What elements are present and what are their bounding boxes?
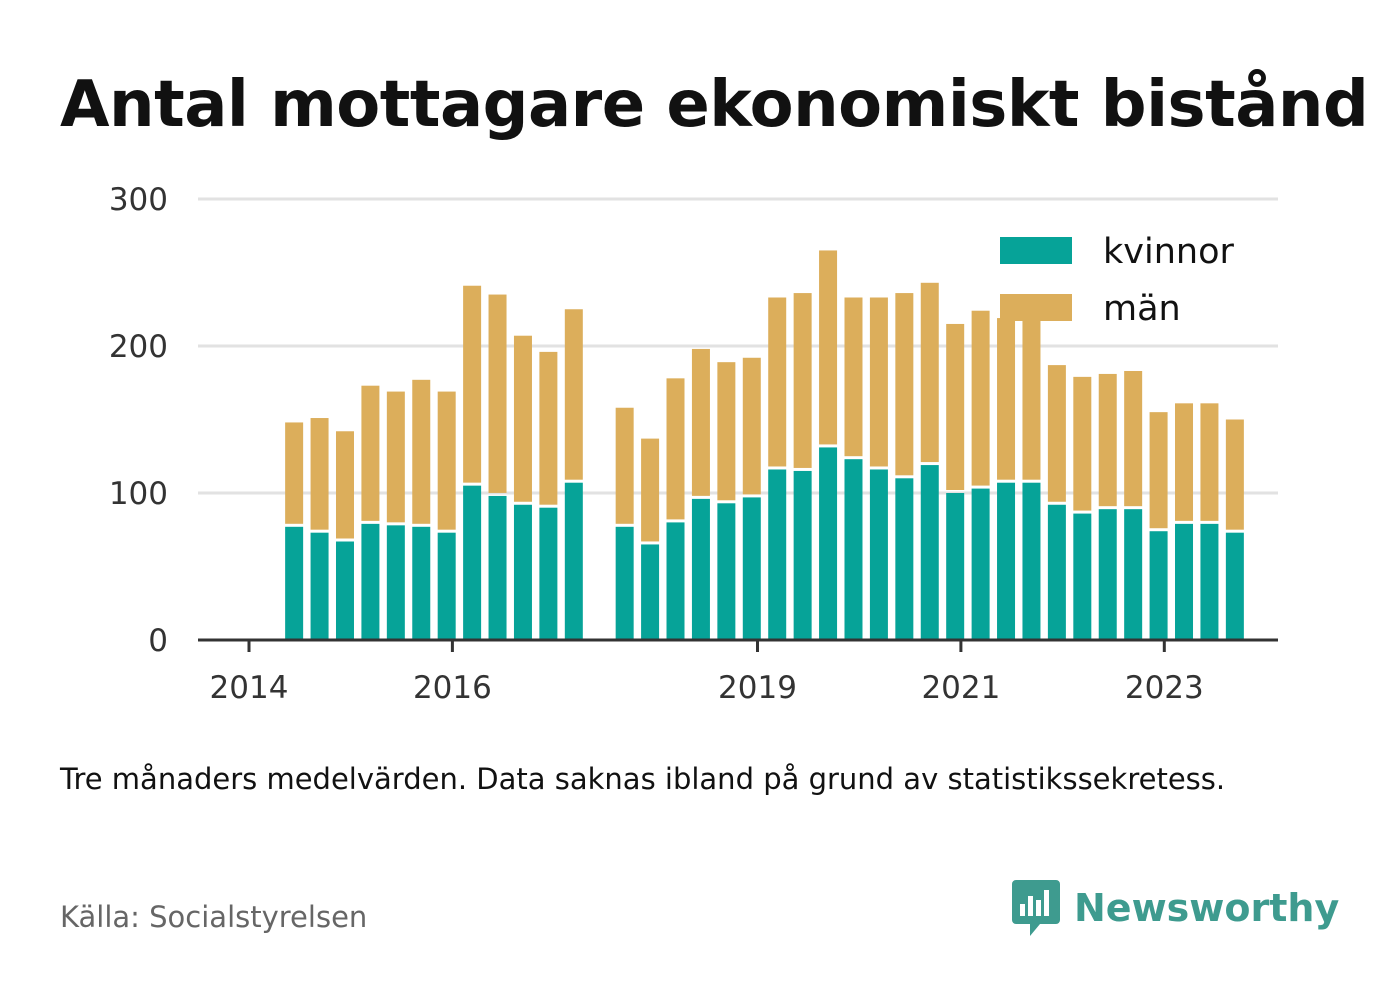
legend: kvinnor män [1000,232,1234,329]
legend-swatch-man [1000,294,1072,321]
bar-kvinnor-2015-Q1 [361,523,380,640]
bar-man-2016-Q1 [463,285,482,483]
bar-kvinnor-2022-Q4 [1149,531,1168,640]
chart-title: Antal mottagare ekonomiskt bistånd [60,68,1369,142]
bar-man-2021-Q1 [971,310,990,486]
bar-man-2021-Q4 [1047,365,1066,502]
bar-man-2018-Q2 [691,348,710,496]
bar-kvinnor-2021-Q1 [971,488,990,640]
bar-kvinnor-2020-Q2 [895,478,914,640]
bars [285,250,1244,640]
bar-kvinnor-2014-Q4 [335,541,354,640]
newsworthy-logo-icon [1012,880,1060,936]
bar-kvinnor-2017-Q1 [564,482,583,640]
bar-kvinnor-2018-Q1 [666,522,685,640]
bar-kvinnor-2018-Q4 [742,497,761,640]
bar-man-2021-Q2 [997,318,1016,480]
legend-label-kvinnor: kvinnor [1103,232,1234,272]
x-tick-labels: 2014 2016 2019 2021 2023 [210,640,1204,706]
legend-label-man: män [1103,289,1181,329]
bar-man-2017-Q4 [641,438,660,542]
bar-kvinnor-2016-Q2 [488,495,507,640]
bar-man-2016-Q4 [539,351,558,505]
bar-kvinnor-2015-Q2 [386,525,405,640]
brand-logo[interactable]: Newsworthy [1010,878,1339,938]
bar-man-2020-Q4 [946,323,965,490]
bar-kvinnor-2016-Q4 [539,507,558,640]
bar-kvinnor-2020-Q3 [920,465,939,640]
bar-kvinnor-2014-Q2 [285,526,304,640]
bar-man-2018-Q4 [742,357,761,495]
y-tick-label: 300 [109,182,168,218]
bar-kvinnor-2021-Q3 [1022,482,1041,640]
bar-man-2022-Q1 [1073,376,1092,511]
bar-man-2017-Q3 [615,407,634,524]
bar-man-2019-Q3 [819,250,838,445]
bar-kvinnor-2019-Q4 [844,459,863,640]
bar-kvinnor-2016-Q1 [463,485,482,640]
source-text: Källa: Socialstyrelsen [60,900,368,934]
bar-kvinnor-2016-Q3 [513,504,532,640]
bar-kvinnor-2019-Q3 [819,447,838,640]
bar-man-2019-Q1 [768,297,787,467]
bar-kvinnor-2019-Q2 [793,470,812,640]
bar-kvinnor-2015-Q4 [437,532,456,640]
x-tick-label: 2016 [413,670,492,706]
bar-man-2014-Q3 [310,418,329,530]
bar-kvinnor-2019-Q1 [768,469,787,640]
bar-man-2020-Q2 [895,293,914,476]
x-tick-label: 2021 [921,670,1000,706]
x-tick-label: 2019 [718,670,797,706]
bar-man-2020-Q1 [869,297,888,467]
bar-kvinnor-2023-Q1 [1175,523,1194,640]
bar-man-2015-Q1 [361,385,380,521]
bar-kvinnor-2015-Q3 [412,526,431,640]
bar-man-2023-Q2 [1200,403,1219,521]
bar-kvinnor-2023-Q2 [1200,523,1219,640]
bar-kvinnor-2020-Q1 [869,469,888,640]
bar-kvinnor-2014-Q3 [310,532,329,640]
y-tick-label: 200 [109,329,168,365]
bar-man-2019-Q2 [793,293,812,468]
bar-kvinnor-2017-Q3 [615,526,634,640]
bar-kvinnor-2018-Q2 [691,498,710,640]
bar-man-2020-Q3 [920,282,939,463]
bar-kvinnor-2022-Q1 [1073,513,1092,640]
y-tick-label: 100 [109,476,168,512]
bar-man-2015-Q4 [437,391,456,530]
bar-man-2017-Q1 [564,309,583,480]
bar-man-2014-Q4 [335,431,354,539]
chart-note: Tre månaders medelvärden. Data saknas ib… [60,762,1226,796]
brand-name: Newsworthy [1074,886,1340,930]
bar-kvinnor-2017-Q4 [641,544,660,640]
y-tick-label: 0 [148,623,168,659]
bar-kvinnor-2021-Q4 [1047,504,1066,640]
x-tick-label: 2023 [1125,670,1204,706]
bar-man-2016-Q3 [513,335,532,502]
bar-kvinnor-2022-Q3 [1124,509,1143,640]
bar-kvinnor-2021-Q2 [997,482,1016,640]
bar-man-2019-Q4 [844,297,863,457]
x-tick-label: 2014 [210,670,289,706]
bar-kvinnor-2022-Q2 [1098,509,1117,640]
bar-man-2023-Q1 [1175,403,1194,521]
bar-kvinnor-2023-Q3 [1225,532,1244,640]
bar-man-2022-Q4 [1149,412,1168,529]
bar-man-2015-Q3 [412,379,431,524]
bar-man-2018-Q3 [717,362,736,501]
bar-man-2014-Q2 [285,422,304,524]
bar-man-2023-Q3 [1225,419,1244,530]
bar-man-2015-Q2 [386,391,405,523]
legend-swatch-kvinnor [1000,237,1072,264]
bar-man-2016-Q2 [488,294,507,493]
bar-man-2021-Q3 [1022,319,1041,480]
bar-man-2022-Q3 [1124,370,1143,507]
stacked-bar-chart: 0 100 200 300 2014 2016 2019 2021 2023 kvinnor m… [109,182,1278,706]
y-tick-labels: 0 100 200 300 [109,182,168,659]
bar-kvinnor-2018-Q3 [717,503,736,640]
bar-kvinnor-2020-Q4 [946,493,965,640]
bar-man-2022-Q2 [1098,373,1117,507]
bar-man-2018-Q1 [666,378,685,520]
